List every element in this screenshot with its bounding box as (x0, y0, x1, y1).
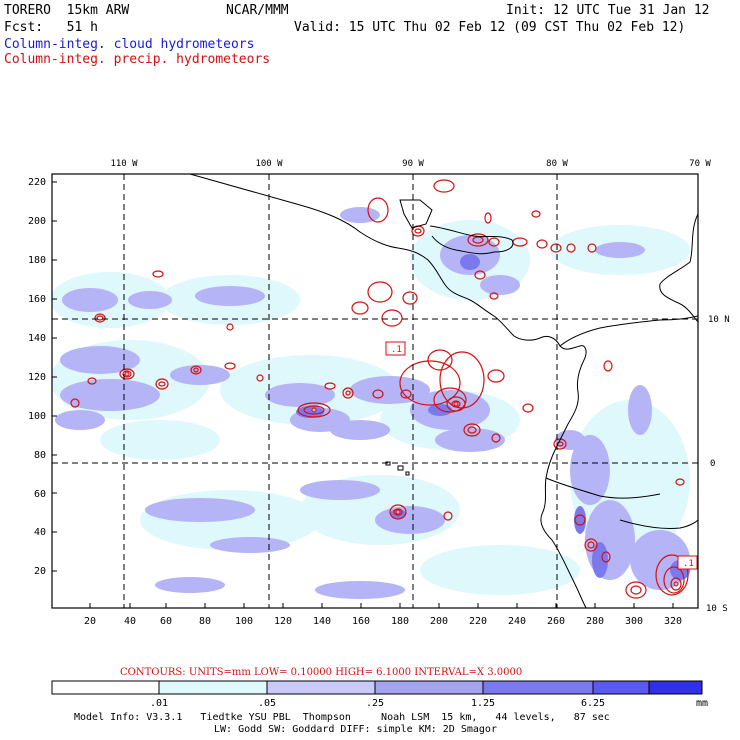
scale-swatch-5 (592, 680, 650, 695)
x-tick-label: 300 (625, 616, 643, 627)
x-tick-label: 260 (547, 616, 565, 627)
contour-label-box-1 (385, 341, 406, 356)
x-tick-label: 280 (586, 616, 604, 627)
contour-label-1: .1 (391, 345, 402, 355)
y-tick-label: 100 (28, 411, 46, 422)
y-tick-label: 180 (28, 255, 46, 266)
x-tick-label: 220 (469, 616, 487, 627)
y-tick-label: 120 (28, 372, 46, 383)
map-frame (51, 173, 699, 609)
y-tick-label: 20 (34, 566, 46, 577)
contours-info: CONTOURS: UNITS=mm LOW= 0.10000 HIGH= 6.… (120, 667, 522, 678)
model-info-line1: Model Info: V3.3.1 Tiedtke YSU PBL Thomp… (74, 712, 610, 723)
y-tick-label: 220 (28, 177, 46, 188)
model-title: TORERO 15km ARW (4, 3, 130, 18)
y-tick-label: 60 (34, 489, 46, 500)
x-tick-label: 120 (274, 616, 292, 627)
forecast-hour: Fcst: 51 h (4, 20, 98, 35)
x-tick-label: 140 (313, 616, 331, 627)
y-tick-label: 160 (28, 294, 46, 305)
x-tick-label: 160 (352, 616, 370, 627)
lat-label: 0 (710, 459, 715, 469)
x-tick-label: 180 (391, 616, 409, 627)
scale-label: 6.25 (581, 698, 605, 709)
x-tick-label: 320 (664, 616, 682, 627)
contour-label-box-2 (677, 555, 698, 570)
x-tick-label: 240 (508, 616, 526, 627)
scale-swatch-1 (158, 680, 268, 695)
scale-swatch-4 (482, 680, 594, 695)
x-tick-label: 60 (160, 616, 172, 627)
scale-label: .25 (366, 698, 384, 709)
axis-ticks (52, 181, 674, 608)
field-cloud-label: Column-integ. cloud hydrometeors (4, 37, 255, 52)
y-grid-index-labels: 220 200 180 160 140 120 100 80 60 40 20 (28, 177, 46, 577)
color-scale-bar (51, 680, 703, 695)
scale-label: .05 (258, 698, 276, 709)
scale-label: .01 (150, 698, 168, 709)
scale-label: 1.25 (471, 698, 495, 709)
latitude-labels: 10 N 0 10 S (706, 315, 730, 614)
lon-label: 90 W (402, 159, 424, 169)
center-label: NCAR/MMM (226, 3, 289, 18)
scale-swatch-2 (266, 680, 376, 695)
longitude-labels: 110 W 100 W 90 W 80 W 70 W (110, 159, 711, 169)
color-scale-labels: .01 .05 .25 1.25 6.25 mm (150, 698, 708, 709)
lat-label: 10 S (706, 604, 728, 614)
contour-label-2: .1 (683, 559, 694, 569)
lon-label: 70 W (689, 159, 711, 169)
scale-unit: mm (696, 698, 708, 709)
x-tick-label: 100 (235, 616, 253, 627)
init-time: Init: 12 UTC Tue 31 Jan 12 (506, 3, 710, 18)
precip-cores (124, 371, 679, 587)
y-tick-label: 200 (28, 216, 46, 227)
lon-label: 80 W (546, 159, 568, 169)
lat-label: 10 N (708, 315, 730, 325)
x-tick-label: 20 (84, 616, 96, 627)
scale-swatch-0 (51, 680, 160, 695)
scale-swatch-3 (374, 680, 484, 695)
cloud-shading-mid (55, 207, 690, 599)
precip-contours (70, 179, 689, 599)
x-tick-label: 80 (199, 616, 211, 627)
field-precip-label: Column-integ. precip. hydrometeors (4, 52, 271, 67)
lon-label: 100 W (255, 159, 283, 169)
x-tick-label: 40 (124, 616, 136, 627)
x-grid-index-labels: 20 40 60 80 100 120 140 160 180 200 220 … (84, 616, 682, 627)
lon-label: 110 W (110, 159, 138, 169)
y-tick-label: 140 (28, 333, 46, 344)
lat-lon-grid (52, 174, 698, 608)
y-tick-label: 40 (34, 527, 46, 538)
model-info-line2: LW: Godd SW: Goddard DIFF: simple KM: 2D… (214, 724, 497, 735)
valid-time: Valid: 15 UTC Thu 02 Feb 12 (09 CST Thu … (294, 20, 686, 35)
x-tick-label: 200 (430, 616, 448, 627)
scale-swatch-6 (648, 680, 703, 695)
y-tick-label: 80 (34, 450, 46, 461)
